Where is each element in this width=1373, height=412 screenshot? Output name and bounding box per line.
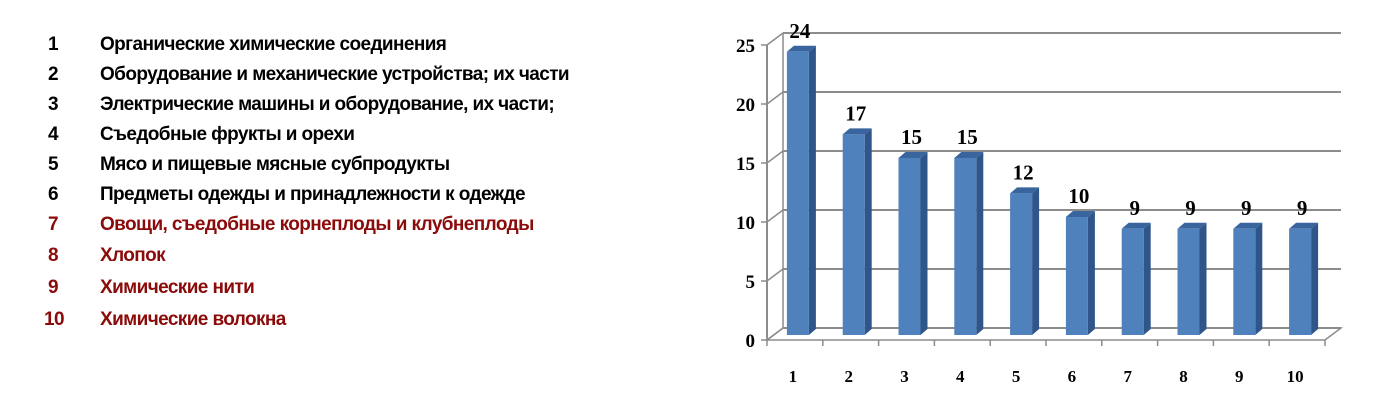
x-tick-label: 1 (789, 367, 798, 386)
bar-top (842, 128, 872, 135)
bar-side (920, 152, 928, 335)
bar-side (808, 45, 816, 336)
bar (1233, 228, 1256, 335)
bar-side (1087, 211, 1095, 335)
legend-item: 4 Съедобные фрукты и орехи (40, 120, 569, 150)
x-tick-label: 4 (956, 367, 965, 386)
data-label: 9 (1129, 196, 1140, 220)
data-label: 12 (1013, 160, 1034, 184)
y-tick-label: 25 (736, 36, 755, 57)
legend-item-label: Химические нити (100, 277, 255, 298)
data-label: 9 (1185, 196, 1196, 220)
bar (842, 134, 865, 335)
gridline-depth (766, 91, 784, 105)
bar-top (1010, 187, 1040, 194)
bar-side (1032, 187, 1040, 335)
legend-item-number: 1 (48, 34, 59, 55)
bar-side (1143, 222, 1151, 335)
bar-top (786, 45, 816, 52)
legend-item-label: Предметы одежды и принадлежности к одежд… (100, 184, 526, 205)
x-tick-label: 10 (1287, 367, 1304, 386)
legend-item-label: Оборудование и механические устройства; … (100, 64, 570, 85)
legend-item-label: Овощи, съедобные корнеплоды и клубнеплод… (100, 214, 534, 235)
legend-item-label: Съедобные фрукты и орехи (100, 124, 355, 145)
legend-item-number: 9 (48, 277, 59, 298)
legend-item: 7 Овощи, съедобные корнеплоды и клубнепло… (40, 210, 569, 240)
legend-item-number: 10 (44, 309, 65, 330)
bar (954, 158, 977, 335)
bar-top (954, 152, 984, 158)
legend: 1 Органические химические соединения 2 Обор… (40, 30, 570, 336)
bar-side (1199, 222, 1207, 335)
x-tick-label: 8 (1179, 367, 1188, 386)
data-label: 10 (1068, 184, 1089, 208)
legend-item-label: Химические волокна (100, 309, 286, 330)
legend-item: 8 Хлопок (40, 240, 569, 272)
legend-item-number: 8 (48, 245, 59, 266)
y-tick-label: 15 (736, 154, 755, 175)
bar-side (864, 128, 872, 335)
bar (1121, 228, 1144, 335)
legend-item: 6 Предметы одежды и принадлежности к одеж… (40, 180, 569, 210)
bar-top (898, 152, 928, 158)
data-label: 15 (901, 125, 922, 149)
legend-item-label: Органические химические соединения (100, 34, 447, 55)
x-tick-label: 6 (1068, 367, 1077, 386)
y-tick-label: 20 (736, 95, 755, 116)
gridline-depth (766, 32, 784, 46)
data-label: 24 (789, 19, 811, 43)
legend-item: 10 Химические волокна (40, 304, 569, 336)
legend-item-label: Электрические машины и оборудование, их … (100, 94, 555, 115)
bar-top (1177, 222, 1207, 229)
data-label: 17 (845, 101, 866, 125)
floor (764, 327, 1344, 341)
bar-side (1311, 222, 1319, 335)
x-tick-label: 7 (1123, 367, 1132, 386)
legend-item-number: 2 (48, 64, 59, 85)
gridline-depth (766, 268, 784, 282)
bar (1289, 228, 1312, 335)
bar (1010, 193, 1033, 335)
legend-item-number: 3 (48, 94, 59, 115)
legend-item-label: Хлопок (100, 245, 166, 266)
bar (898, 158, 921, 335)
x-tick-label: 2 (844, 367, 853, 386)
legend-item: 9 Химические нити (40, 272, 569, 304)
bar-top (1121, 222, 1151, 229)
y-tick-label: 5 (746, 272, 756, 293)
legend-item: 3 Электрические машины и оборудование, их… (40, 90, 569, 120)
legend-item-number: 7 (48, 214, 59, 235)
gridline-depth (766, 150, 784, 164)
data-label: 9 (1241, 196, 1252, 220)
bar-side (1255, 222, 1263, 335)
legend-item-number: 5 (48, 154, 59, 175)
x-tick-label: 5 (1012, 367, 1021, 386)
x-tick-label: 9 (1235, 367, 1244, 386)
gridline-depth (766, 209, 784, 223)
bar-top (1233, 222, 1263, 229)
data-label: 15 (957, 125, 978, 149)
legend-item-number: 4 (48, 124, 59, 145)
x-tick-label: 3 (900, 367, 909, 386)
y-tick-label: 0 (746, 331, 756, 352)
legend-item: 1 Органические химические соединения (40, 30, 569, 60)
bar (1177, 228, 1200, 335)
bar-top (1065, 211, 1095, 217)
data-label: 9 (1297, 196, 1308, 220)
bar (1065, 217, 1088, 335)
legend-item-number: 6 (48, 184, 59, 205)
bar-side (976, 152, 984, 335)
bar-top (1289, 222, 1319, 229)
legend-item: 2 Оборудование и механические устройства;… (40, 60, 570, 90)
y-tick-label: 10 (736, 213, 755, 234)
bar (786, 51, 809, 336)
legend-item: 5 Мясо и пищевые мясные субпродукты (40, 150, 569, 180)
legend-item-label: Мясо и пищевые мясные субпродукты (100, 154, 450, 175)
